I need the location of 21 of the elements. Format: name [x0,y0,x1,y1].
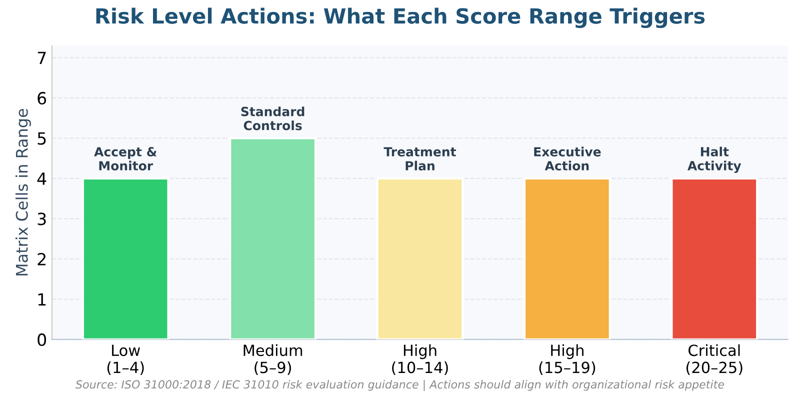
x-tick-label: Critical (20–25) [686,344,742,376]
annotation: Accept & Monitor [94,147,157,170]
source-note: Source: ISO 31000:2018 / IEC 31010 risk evaluation guidance | Actions should align with organizational risk appetite [76,380,724,392]
y-tick-label: 5 [38,132,46,145]
annotation: Treatment Plan [384,147,456,170]
y-tick-label: 0 [38,333,46,346]
y-tick-label: 3 [38,212,46,226]
y-tick-label: 4 [37,172,46,185]
chart-title: Risk Level Actions: What Each Score Range Triggers [96,8,705,28]
annotation: Standard Controls [241,106,304,130]
x-tick-label: Low (1–4) [107,344,144,376]
x-tick-label: High (10–14) [392,344,448,376]
y-tick-label: 6 [38,92,46,105]
y-tick-label: 2 [38,252,46,266]
x-tick-label: Medium (5–9) [244,344,302,376]
x-tick-label: High (15–19) [539,344,596,376]
y-tick-label: 1 [38,293,46,306]
y-tick-label: 7 [38,52,46,64]
annotation: Executive Action [534,146,601,170]
annotation: Halt Activity [688,146,742,173]
y-axis-title: Matrix Cells in Range [16,108,31,276]
